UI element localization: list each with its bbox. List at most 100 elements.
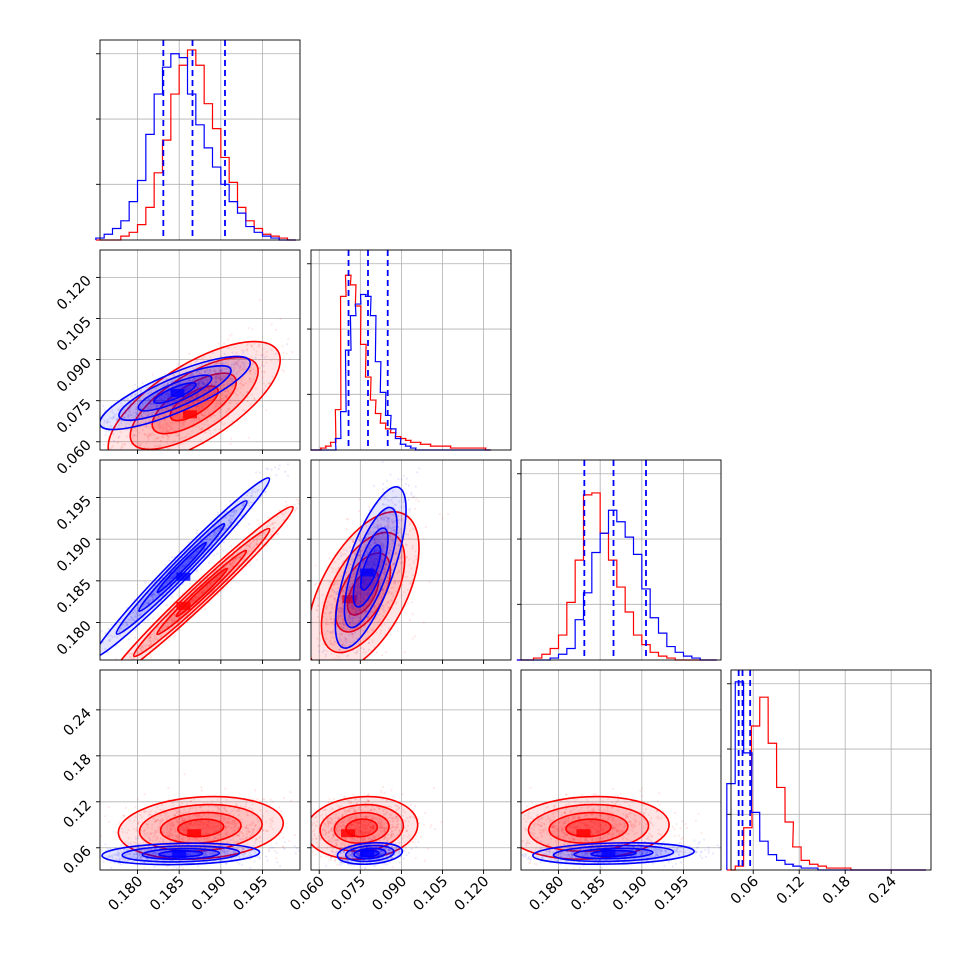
scatter-point [385,651,388,654]
scatter-point [186,386,189,389]
scatter-point [248,377,251,380]
scatter-point [123,411,126,414]
scatter-point [164,373,167,376]
scatter-point [150,402,153,406]
scatter-point [200,413,204,416]
scatter-point [153,629,156,633]
scatter-point [197,405,200,408]
scatter-point [111,409,114,412]
scatter-point [205,420,208,423]
scatter-point [222,423,225,426]
scatter-point [217,368,220,371]
scatter-point [156,410,159,413]
scatter-point [161,409,165,412]
scatter-point [261,390,264,394]
scatter-point [128,410,131,413]
scatter-point [218,370,221,373]
scatter-point [149,641,152,644]
scatter-point [149,402,152,405]
scatter-point [226,383,229,386]
scatter-point [238,556,242,559]
scatter-point [274,328,277,331]
scatter-point [254,361,257,364]
scatter-point [179,402,182,405]
scatter-point [108,430,111,433]
scatter-point [255,543,258,546]
scatter-point [196,384,199,388]
scatter-point [189,384,192,387]
scatter-point [282,351,285,354]
scatter-point [172,374,175,377]
scatter-point [153,632,156,635]
scatter-point [116,417,119,420]
scatter-point [159,440,163,443]
scatter-point [145,412,148,416]
scatter-point [152,403,155,406]
scatter-point [218,385,222,388]
scatter-point [190,383,193,386]
scatter-point [223,422,226,425]
scatter-point [265,409,268,412]
scatter-point [270,359,273,362]
scatter-point [177,362,180,365]
scatter-point [226,372,229,375]
scatter-point [180,442,183,446]
scatter-point [222,377,225,380]
scatter-point [204,370,207,373]
scatter-point [181,385,184,388]
scatter-point [226,346,229,349]
scatter-point [194,407,197,410]
scatter-point [264,384,267,388]
scatter-point [176,434,180,437]
scatter-point [198,595,201,598]
scatter-point [160,397,163,400]
scatter-point [227,407,230,410]
scatter-point [113,416,117,419]
scatter-point [277,467,280,470]
density-peak-blue [176,572,191,581]
scatter-point [285,505,288,508]
scatter-point [237,564,240,567]
scatter-point [109,432,112,435]
scatter-point [128,412,131,415]
scatter-point [210,360,213,363]
scatter-point [235,556,238,560]
scatter-point [141,415,144,418]
scatter-point [287,337,290,341]
scatter-point [233,559,236,563]
scatter-point [186,432,189,435]
scatter-point [148,644,151,647]
scatter-point [160,385,163,388]
scatter-point [138,647,141,650]
scatter-point [197,383,200,386]
scatter-point [197,414,200,417]
scatter-point [210,382,213,385]
scatter-point [148,635,151,638]
scatter-point [156,404,159,407]
scatter-point [192,401,195,404]
scatter-point [127,407,130,410]
scatter-point [188,582,192,585]
scatter-point [190,373,193,376]
scatter-point [221,371,224,374]
scatter-point [173,374,176,377]
scatter-point [207,385,210,388]
scatter-point [256,535,259,538]
scatter-point [118,407,121,410]
scatter-point [167,437,170,440]
scatter-point [159,630,162,634]
scatter-point [135,408,138,411]
scatter-point [234,557,237,560]
scatter-point [205,378,208,381]
scatter-point [223,352,226,355]
scatter-point [174,383,178,386]
scatter-point [215,577,218,580]
scatter-point [198,418,201,421]
scatter-point [210,581,213,584]
scatter-point [155,405,158,408]
scatter-point [163,418,166,421]
scatter-point [368,641,371,645]
scatter-point [148,426,151,429]
scatter-point [148,419,151,422]
scatter-point [155,400,159,403]
